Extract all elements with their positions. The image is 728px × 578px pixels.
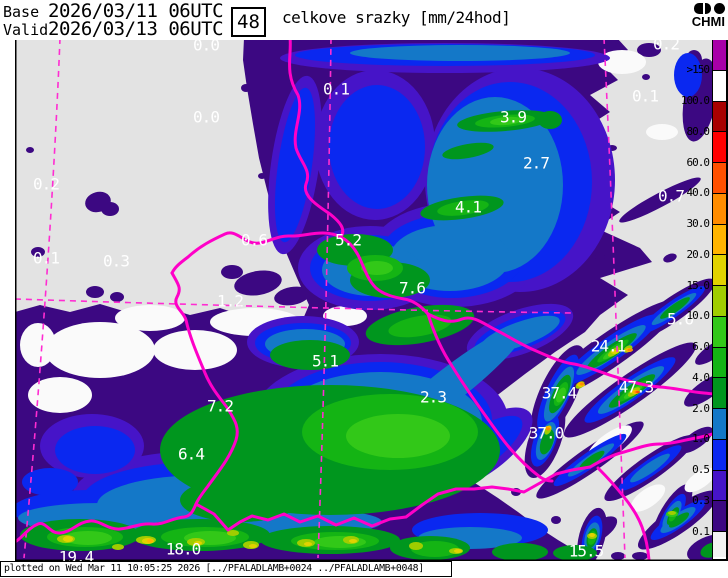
colorbar-band [713, 377, 726, 408]
colorbar-label: 20.0 [686, 247, 710, 261]
precipitation-map [15, 38, 728, 561]
colorbar-band [713, 162, 726, 193]
colorbar-band [713, 346, 726, 378]
colorbar-band [713, 254, 726, 285]
colorbar-label: 2.0 [692, 401, 710, 415]
chmi-logo-text: CHMI [691, 14, 725, 29]
country-borders [15, 38, 728, 561]
base-label: Base [3, 3, 40, 21]
colorbar-band [713, 469, 726, 501]
colorbar-band [713, 223, 726, 255]
base-value: 2026/03/11 06UTC [48, 0, 224, 22]
forecast-hour-box: 48 [231, 7, 266, 37]
colorbar-band [713, 500, 726, 531]
logo-shape-icon [694, 2, 711, 14]
map-title: celkove srazky [mm/24hod] [282, 8, 511, 27]
colorbar-label: 40.0 [686, 186, 710, 200]
colorbar-band [713, 408, 726, 439]
colorbar-label: 30.0 [686, 217, 710, 230]
colorbar-label: 10.0 [686, 309, 710, 323]
header: Base 2026/03/11 06UTC Valid 2026/03/13 0… [0, 0, 728, 40]
colorbar-label: 6.0 [692, 340, 710, 353]
logo-dot-icon [714, 2, 725, 14]
footer-statusbar: plotted on Wed Mar 11 10:05:25 2026 [../… [0, 561, 452, 577]
colorbar [712, 38, 727, 560]
valid-value: 2026/03/13 06UTC [48, 18, 224, 40]
colorbar-band [713, 100, 726, 132]
colorbar-band [713, 131, 726, 162]
colorbar-label: 0.1 [692, 524, 710, 538]
colorbar-label: 15.0 [686, 278, 710, 292]
colorbar-band [713, 285, 726, 316]
colorbar-label: 4.0 [692, 370, 710, 384]
colorbar-band [713, 69, 726, 101]
colorbar-band [713, 531, 726, 557]
colorbar-band [713, 192, 726, 224]
precip-layer-orange-high [636, 391, 640, 393]
chmi-logo-icon [671, 2, 725, 14]
forecast-hour: 48 [237, 11, 260, 33]
valid-label: Valid [3, 21, 49, 39]
chmi-logo: CHMI [671, 2, 725, 28]
colorbar-label: 0.5 [692, 463, 710, 476]
colorbar-band [713, 315, 726, 347]
graticule-lines [15, 38, 626, 559]
colorbar-band [713, 438, 726, 470]
colorbar-label: 100.0 [680, 94, 710, 107]
colorbar-label: 1.0 [692, 432, 710, 446]
colorbar-label: 80.0 [686, 124, 710, 138]
colorbar-label: 60.0 [686, 155, 710, 169]
colorbar-label: >150 [686, 63, 710, 77]
colorbar-label: 0.3 [692, 493, 710, 507]
plot-info: plotted on Wed Mar 11 10:05:25 2026 [../… [4, 563, 424, 574]
colorbar-band [713, 39, 726, 70]
